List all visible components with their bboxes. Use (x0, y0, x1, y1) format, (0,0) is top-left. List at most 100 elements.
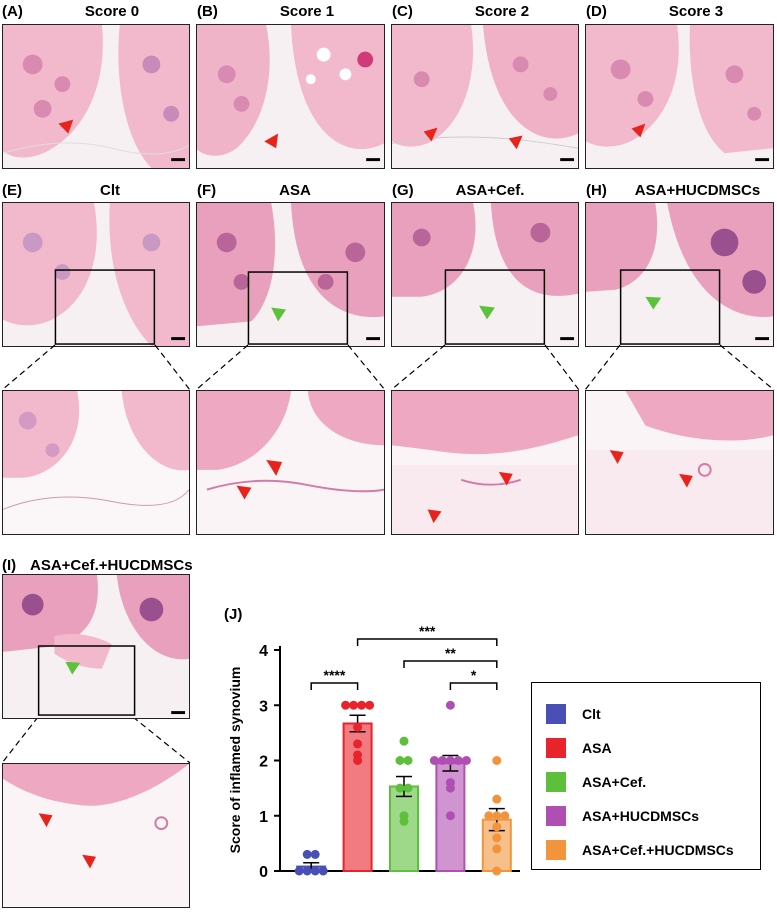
data-point (294, 866, 304, 876)
legend-label: ASA+Cef.+HUCDMSCs (582, 842, 734, 858)
micrograph-score-2 (391, 24, 579, 169)
legend-swatch-clt (546, 704, 566, 724)
data-point (500, 811, 510, 821)
legend-swatch-asa-cef (546, 772, 566, 792)
y-tick-label: 3 (259, 698, 268, 715)
significance-bracket (310, 682, 359, 690)
micrograph-asa-cef-hucdmscs (2, 574, 190, 719)
data-point (492, 866, 502, 876)
data-point (357, 700, 367, 710)
data-point (453, 756, 463, 765)
micrograph-asa-cef (391, 202, 579, 347)
panel-label-b: (B) (197, 3, 218, 20)
data-point (349, 700, 359, 710)
data-point (341, 700, 351, 710)
panel-title-g: ASA+Cef. (455, 182, 525, 199)
data-point (492, 756, 502, 765)
data-point (399, 736, 409, 746)
data-point (461, 756, 471, 765)
y-tick-label: 1 (259, 809, 268, 826)
panel-title-f: ASA (279, 182, 311, 199)
y-tick-label: 4 (259, 643, 268, 660)
legend-label: Clt (582, 706, 601, 722)
legend-item-asa-cef-hucdmscs: ASA+Cef.+HUCDMSCs (546, 839, 734, 861)
data-point (310, 849, 320, 859)
data-point (429, 756, 439, 765)
data-point (445, 811, 455, 821)
data-point (492, 833, 502, 843)
data-point (437, 756, 447, 765)
data-point (492, 844, 502, 854)
data-point (492, 811, 502, 821)
y-tick-label: 0 (259, 864, 268, 881)
panel-title-h: ASA+HUCDMSCs (634, 182, 761, 199)
significance-bracket (449, 682, 498, 690)
legend-swatch-asa-hucdmscs (546, 806, 566, 826)
data-point (403, 783, 413, 793)
micrograph-asa-zoom (196, 390, 385, 535)
significance-label: ** (445, 645, 456, 661)
legend-label: ASA+HUCDMSCs (582, 808, 700, 824)
significance-label: **** (324, 667, 346, 683)
data-point (395, 783, 405, 793)
data-point (302, 849, 312, 859)
y-axis-label: Score of inflamed synovium (227, 667, 243, 854)
micrograph-score-1 (196, 24, 385, 169)
legend-label: ASA (582, 740, 612, 756)
micrograph-asa-hucdmscs-zoom (585, 390, 774, 535)
data-point (399, 816, 409, 826)
panel-title-i: ASA+Cef.+HUCDMSCs (30, 557, 193, 574)
data-point (445, 700, 455, 710)
data-point (492, 822, 502, 832)
panel-title-b: Score 1 (279, 3, 335, 20)
chart-legend: Clt ASA ASA+Cef. ASA+HUCDMSCs ASA+Cef.+H… (531, 682, 761, 870)
data-point (445, 783, 455, 793)
panel-label-e: (E) (2, 182, 22, 199)
panel-title-c: Score 2 (474, 3, 530, 20)
legend-swatch-asa (546, 738, 566, 758)
legend-swatch-asa-cef-hucdmscs (546, 840, 566, 860)
panel-label-c: (C) (392, 3, 413, 20)
panel-label-h: (H) (586, 182, 607, 199)
panel-title-d: Score 3 (668, 3, 724, 20)
micrograph-score-3 (585, 24, 774, 169)
legend-label: ASA+Cef. (582, 774, 647, 790)
legend-item-asa: ASA (546, 737, 612, 759)
data-point (403, 756, 413, 765)
data-point (353, 750, 363, 760)
panel-title-a: Score 0 (84, 3, 140, 20)
micrograph-score-0 (2, 24, 190, 169)
data-point (365, 700, 375, 710)
panel-label-i: (I) (2, 557, 17, 574)
panel-title-e: Clt (100, 182, 120, 199)
significance-label: * (471, 667, 477, 683)
data-point (318, 866, 328, 876)
legend-item-asa-cef: ASA+Cef. (546, 771, 646, 793)
data-point (484, 811, 494, 821)
data-point (492, 794, 502, 804)
data-point (302, 866, 312, 876)
micrograph-asa-cef-zoom (391, 390, 579, 535)
micrograph-asa-hucdmscs (585, 202, 774, 347)
data-point (445, 756, 455, 765)
panel-label-j: (J) (224, 606, 243, 623)
panel-label-d: (D) (586, 3, 607, 20)
panel-label-g: (G) (392, 182, 414, 199)
panel-label-a: (A) (2, 3, 23, 20)
y-tick-label: 2 (259, 754, 268, 771)
significance-label: *** (419, 625, 436, 639)
data-point (353, 739, 363, 749)
data-point (353, 722, 363, 732)
significance-bracket (356, 638, 498, 646)
legend-item-asa-hucdmscs: ASA+HUCDMSCs (546, 805, 699, 827)
micrograph-asa-cef-hucdmscs-zoom (2, 763, 190, 908)
legend-item-clt: Clt (546, 703, 601, 725)
bar-2 (389, 785, 419, 872)
significance-bracket (403, 660, 498, 668)
panel-label-f: (F) (197, 182, 217, 199)
data-point (310, 866, 320, 876)
micrograph-clt (2, 202, 190, 347)
micrograph-asa (196, 202, 385, 347)
micrograph-clt-zoom (2, 390, 190, 535)
